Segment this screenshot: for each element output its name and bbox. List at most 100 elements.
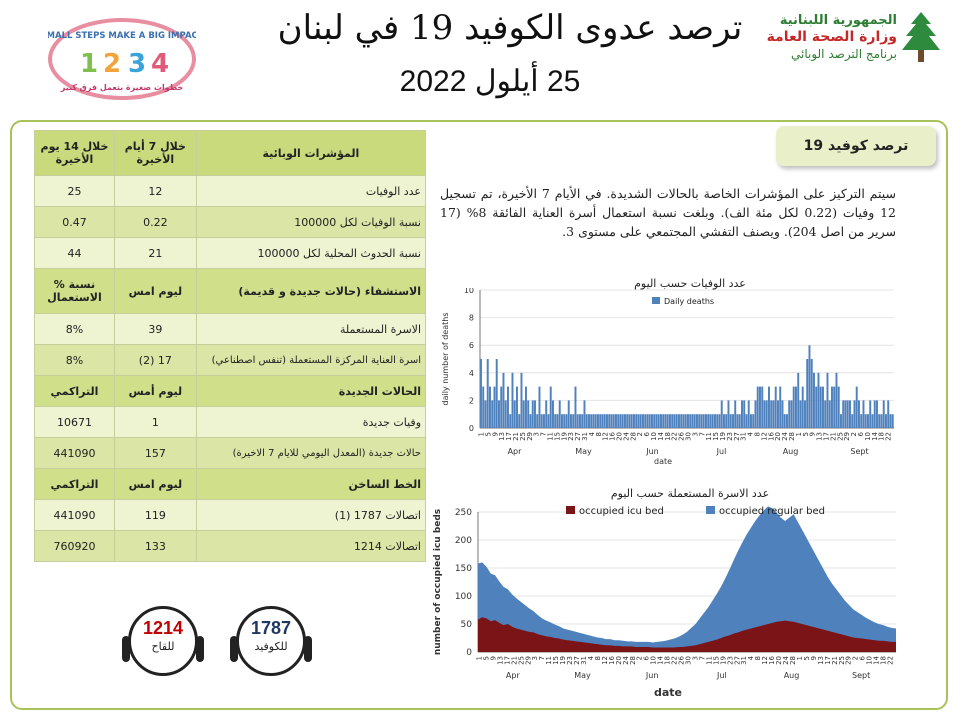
death-bar xyxy=(804,400,806,428)
death-bar xyxy=(689,414,691,428)
death-bar xyxy=(869,400,871,428)
table-row: 760920 133 اتصالات 1214 xyxy=(35,531,426,562)
death-bar xyxy=(719,414,721,428)
death-bar xyxy=(622,414,624,428)
death-bar xyxy=(606,414,608,428)
death-bar xyxy=(566,414,568,428)
hotline-covid: 1787 للكوفيد xyxy=(230,606,318,686)
x-month-label: Aug xyxy=(784,671,800,680)
death-bar xyxy=(766,400,768,428)
death-bar xyxy=(865,414,867,428)
death-bar xyxy=(716,414,718,428)
death-bar xyxy=(885,414,887,428)
death-bar xyxy=(786,414,788,428)
death-bar xyxy=(802,387,804,428)
x-month-label: Apr xyxy=(508,447,523,456)
campaign-digit-1: 1 xyxy=(80,49,98,79)
cell-1214-cumulative: 760920 xyxy=(35,531,115,562)
death-bar xyxy=(491,400,493,428)
death-bar xyxy=(597,414,599,428)
death-bar xyxy=(593,414,595,428)
death-bar xyxy=(746,414,748,428)
death-bar xyxy=(730,414,732,428)
death-bar xyxy=(532,400,534,428)
death-bar xyxy=(649,414,651,428)
campaign-digit-4: 4 xyxy=(151,49,169,79)
header-usage-rate: % نسبة الاستعمال xyxy=(35,269,115,314)
y-tick-label: 4 xyxy=(469,369,474,378)
death-bar xyxy=(743,400,745,428)
x-tick-label: 22 xyxy=(885,432,893,441)
death-bar xyxy=(678,414,680,428)
death-bar xyxy=(683,414,685,428)
death-bar xyxy=(626,414,628,428)
death-bar xyxy=(536,414,538,428)
death-bar xyxy=(665,414,667,428)
legend-swatch xyxy=(652,297,660,304)
ministry-line-2: وزارة الصحة العامة xyxy=(745,29,897,46)
header-yesterday-2: ليوم أمس xyxy=(114,376,196,407)
death-bar xyxy=(703,414,705,428)
death-bar xyxy=(723,414,725,428)
table-row: 25 12 عدد الوفيات xyxy=(35,176,426,207)
death-bar xyxy=(827,373,829,428)
death-bar xyxy=(671,414,673,428)
death-bar xyxy=(856,387,858,428)
x-month-label: Jun xyxy=(645,671,659,680)
death-bar xyxy=(822,387,824,428)
cedar-logo-icon xyxy=(898,10,944,66)
x-month-label: Sept xyxy=(852,671,870,680)
death-bar xyxy=(541,414,543,428)
death-bar xyxy=(757,387,759,428)
death-bar xyxy=(741,400,743,428)
death-bar xyxy=(624,414,626,428)
death-bar xyxy=(793,387,795,428)
row-label-icu: اسرة العناية المركزة المستعملة (تنفس اصط… xyxy=(196,345,425,376)
death-bar xyxy=(550,387,552,428)
cell-deaths-14: 25 xyxy=(35,176,115,207)
x-month-label: Jul xyxy=(716,447,727,456)
death-bar xyxy=(590,414,592,428)
death-bar xyxy=(833,387,835,428)
header-14-days: خلال 14 يوم الأخيرة xyxy=(35,131,115,176)
death-bar xyxy=(842,400,844,428)
y-axis-title: daily number of deaths xyxy=(441,313,450,406)
death-bar xyxy=(662,414,664,428)
death-bar xyxy=(820,387,822,428)
x-axis-title: date xyxy=(654,686,682,699)
death-bar xyxy=(685,414,687,428)
death-bar xyxy=(829,400,831,428)
hotline-vaccine-caption: للقاح xyxy=(128,640,198,653)
death-bar xyxy=(748,400,750,428)
death-bar xyxy=(518,414,520,428)
indicators-table: خلال 14 يوم الأخيرة خلال 7 أيام الأخيرة … xyxy=(34,130,426,562)
header-indicators: المؤشرات الوبائية xyxy=(196,131,425,176)
death-bar xyxy=(764,400,766,428)
campaign-logo: SMALL STEPS MAKE A BIG IMPACT 1 2 3 4 خط… xyxy=(48,18,196,100)
table-row: 8% (2) 17 اسرة العناية المركزة المستعملة… xyxy=(35,345,426,376)
header-cumulative: التراكمي xyxy=(35,376,115,407)
y-tick-label: 100 xyxy=(455,592,472,602)
death-bar xyxy=(784,414,786,428)
y-tick-label: 10 xyxy=(464,288,474,295)
death-bar xyxy=(631,414,633,428)
death-bar xyxy=(696,414,698,428)
row-label-incidence: نسبة الحدوث المحلية لكل 100000 xyxy=(196,238,425,269)
death-bar xyxy=(548,414,550,428)
y-tick-label: 2 xyxy=(469,396,474,405)
death-bar xyxy=(581,414,583,428)
death-bar xyxy=(883,400,885,428)
cell-death-rate-7: 0.22 xyxy=(114,207,196,238)
x-month-label: Aug xyxy=(783,447,799,456)
death-bar xyxy=(633,414,635,428)
y-tick-label: 0 xyxy=(466,648,472,658)
legend-label-regular: occupied regular bed xyxy=(719,506,825,517)
death-bar xyxy=(509,414,511,428)
ministry-line-1: الجمهورية اللبنانية xyxy=(745,12,897,29)
death-bar xyxy=(770,400,772,428)
death-bar xyxy=(505,400,507,428)
death-bar xyxy=(561,414,563,428)
death-bar xyxy=(818,373,820,428)
death-bar xyxy=(552,400,554,428)
row-label-new-deaths: وفيات جديدة xyxy=(196,407,425,438)
